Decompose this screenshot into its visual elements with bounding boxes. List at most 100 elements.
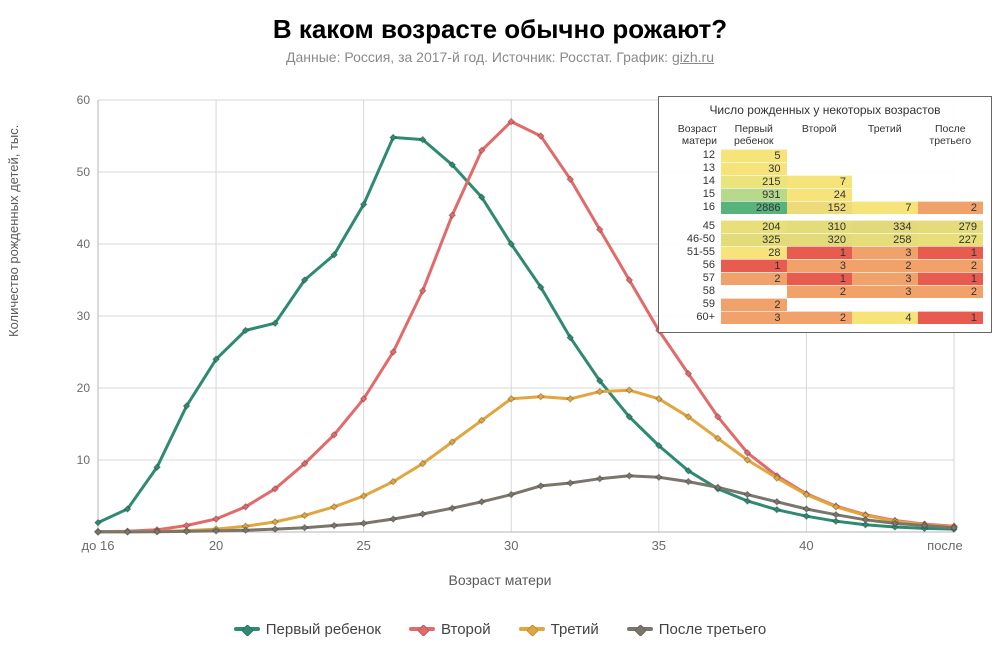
inset-value-cell: 227 — [918, 233, 984, 246]
chart-title: В каком возрасте обычно рожают? — [0, 14, 1000, 45]
inset-age-cell: 59 — [667, 298, 721, 311]
inset-value-cell: 204 — [721, 220, 787, 233]
inset-row: 592 — [667, 298, 983, 311]
inset-title: Число рожденных у некоторых возрастов — [667, 103, 983, 117]
inset-age-cell: 12 — [667, 149, 721, 162]
legend-label: Второй — [441, 621, 491, 638]
legend-item: Третий — [519, 621, 599, 638]
inset-value-cell — [918, 149, 984, 162]
inset-table: Число рожденных у некоторых возрастов Во… — [658, 96, 992, 333]
legend-label: Третий — [551, 621, 599, 638]
inset-value-cell — [918, 162, 984, 175]
inset-value-cell: 5 — [721, 149, 787, 162]
ytick-label: 10 — [77, 453, 91, 467]
ytick-label: 40 — [77, 237, 91, 251]
inset-value-cell: 28 — [721, 246, 787, 259]
inset-value-cell: 24 — [787, 188, 853, 201]
inset-value-cell — [721, 285, 787, 298]
inset-value-cell: 215 — [721, 175, 787, 188]
inset-age-cell: 13 — [667, 162, 721, 175]
inset-value-cell: 3 — [852, 246, 918, 259]
inset-value-cell — [918, 175, 984, 188]
inset-value-cell: 279 — [918, 220, 984, 233]
x-axis-label: Возраст матери — [0, 572, 1000, 588]
inset-value-cell — [852, 162, 918, 175]
inset-age-cell: 56 — [667, 259, 721, 272]
inset-row: 58232 — [667, 285, 983, 298]
inset-row: 51-5528131 — [667, 246, 983, 259]
inset-value-cell: 2 — [918, 259, 984, 272]
inset-age-cell: 46-50 — [667, 233, 721, 246]
inset-age-cell: 51-55 — [667, 246, 721, 259]
inset-header-cell: Второй — [787, 121, 853, 149]
inset-value-cell: 7 — [852, 201, 918, 214]
inset-value-cell: 152 — [787, 201, 853, 214]
inset-value-cell: 931 — [721, 188, 787, 201]
legend: Первый ребенок Второй Третий После третьего — [0, 618, 1000, 638]
inset-age-cell: 45 — [667, 220, 721, 233]
legend-item: Второй — [409, 621, 491, 638]
inset-value-cell: 2 — [787, 285, 853, 298]
legend-swatch — [409, 627, 435, 631]
ytick-label: 30 — [77, 309, 91, 323]
xtick-label: 20 — [209, 538, 223, 553]
inset-value-cell: 320 — [787, 233, 853, 246]
inset-row: 60+3241 — [667, 311, 983, 324]
xtick-label: 40 — [799, 538, 813, 553]
inset-header-cell: Первый ребенок — [721, 121, 787, 149]
inset-value-cell: 2886 — [721, 201, 787, 214]
ytick-label: 60 — [77, 94, 91, 107]
xtick-label: 30 — [504, 538, 518, 553]
inset-row: 16288615272 — [667, 201, 983, 214]
inset-row: 572131 — [667, 272, 983, 285]
legend-label: Первый ребенок — [266, 621, 381, 638]
inset-header-cell: После третьего — [918, 121, 984, 149]
inset-value-cell: 2 — [721, 298, 787, 311]
inset-row: 1330 — [667, 162, 983, 175]
legend-item: После третьего — [627, 621, 766, 638]
inset-header-cell: Возраст матери — [667, 121, 721, 149]
inset-value-cell: 310 — [787, 220, 853, 233]
inset-value-cell — [787, 298, 853, 311]
inset-value-cell: 3 — [721, 311, 787, 324]
inset-row: 561322 — [667, 259, 983, 272]
source-link[interactable]: gizh.ru — [672, 49, 714, 65]
inset-row: 1593124 — [667, 188, 983, 201]
inset-value-cell — [918, 188, 984, 201]
inset-value-cell — [918, 298, 984, 311]
inset-row: 45204310334279 — [667, 220, 983, 233]
inset-value-cell: 2 — [721, 272, 787, 285]
inset-value-cell: 1 — [918, 311, 984, 324]
inset-value-cell — [852, 175, 918, 188]
inset-value-cell — [852, 188, 918, 201]
inset-row: 125 — [667, 149, 983, 162]
inset-row: 142157 — [667, 175, 983, 188]
inset-age-cell: 57 — [667, 272, 721, 285]
inset-age-cell: 15 — [667, 188, 721, 201]
xtick-label: 35 — [652, 538, 666, 553]
inset-value-cell: 2 — [918, 201, 984, 214]
legend-swatch — [627, 627, 653, 631]
inset-value-cell: 2 — [918, 285, 984, 298]
inset-value-cell: 1 — [918, 272, 984, 285]
inset-value-cell: 2 — [787, 311, 853, 324]
inset-value-cell — [852, 149, 918, 162]
inset-value-cell: 258 — [852, 233, 918, 246]
legend-swatch — [234, 627, 260, 631]
legend-swatch — [519, 627, 545, 631]
inset-header-row: Возраст материПервый ребенокВторойТретий… — [667, 121, 983, 149]
inset-value-cell: 2 — [852, 259, 918, 272]
inset-age-cell: 14 — [667, 175, 721, 188]
xtick-label: до 16 — [82, 538, 115, 553]
xtick-label: 25 — [356, 538, 370, 553]
inset-value-cell: 1 — [787, 272, 853, 285]
y-axis-label: Количество рожденных детей, тыс. — [6, 125, 21, 337]
inset-value-cell: 325 — [721, 233, 787, 246]
inset-value-cell: 334 — [852, 220, 918, 233]
inset-age-cell: 16 — [667, 201, 721, 214]
inset-value-cell: 1 — [787, 246, 853, 259]
inset-value-cell: 4 — [852, 311, 918, 324]
inset-value-cell: 3 — [852, 272, 918, 285]
inset-age-cell: 58 — [667, 285, 721, 298]
inset-header-cell: Третий — [852, 121, 918, 149]
